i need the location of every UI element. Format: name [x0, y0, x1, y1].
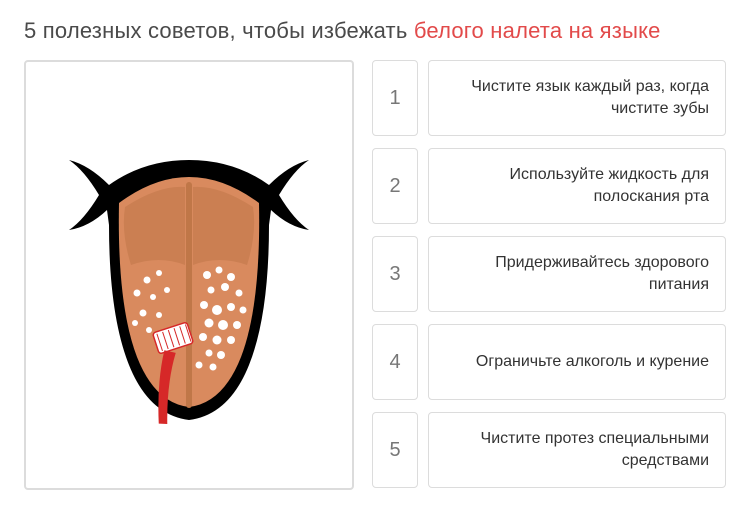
title-highlight: белого налета на языке [414, 18, 661, 43]
title-prefix: 5 полезных советов, чтобы избежать [24, 18, 414, 43]
tip-text: Чистите язык каждый раз, когда чистите з… [428, 60, 726, 136]
tip-number: 1 [372, 60, 418, 136]
tip-text: Придерживайтесь здорового питания [428, 236, 726, 312]
tongue-illustration [59, 115, 319, 435]
tip-text: Ограничьте алкоголь и курение [428, 324, 726, 400]
tip-item: 3 Придерживайтесь здорового питания [372, 236, 726, 312]
tip-text: Чистите протез специальными средствами [428, 412, 726, 488]
tip-number: 2 [372, 148, 418, 224]
tip-number: 4 [372, 324, 418, 400]
tip-item: 2 Используйте жидкость для полоскания рт… [372, 148, 726, 224]
illustration-box [24, 60, 354, 490]
content-row: 1 Чистите язык каждый раз, когда чистите… [24, 60, 726, 490]
page-title: 5 полезных советов, чтобы избежать белог… [24, 18, 726, 44]
tip-item: 4 Ограничьте алкоголь и курение [372, 324, 726, 400]
tip-item: 1 Чистите язык каждый раз, когда чистите… [372, 60, 726, 136]
tip-number: 5 [372, 412, 418, 488]
tip-item: 5 Чистите протез специальными средствами [372, 412, 726, 488]
tip-text: Используйте жидкость для полоскания рта [428, 148, 726, 224]
tips-list: 1 Чистите язык каждый раз, когда чистите… [372, 60, 726, 490]
tip-number: 3 [372, 236, 418, 312]
